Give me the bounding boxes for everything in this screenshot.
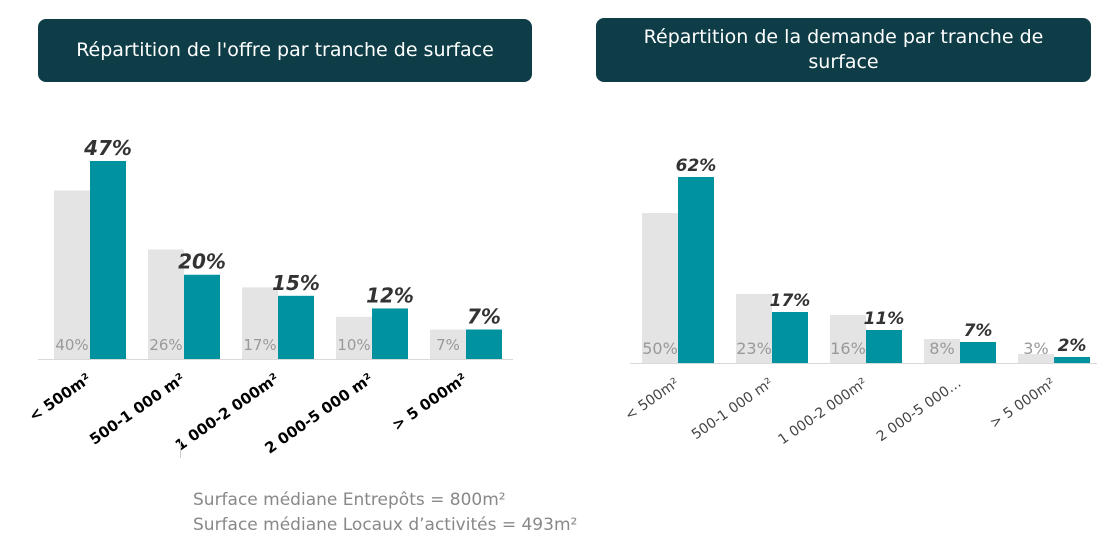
offer-current-value-label: 15% [272,271,320,295]
demand-category-label: 1 000-2 000m² [776,375,871,448]
demand-prior-value-label: 16% [830,339,866,358]
demand-bar-current [1054,357,1090,363]
demand-prior-value-label: 50% [642,339,678,358]
demand-bar-current [866,330,902,363]
offer-bar-prior [148,249,184,359]
demand-category-label: 2 000-5 000… [874,375,964,445]
offer-bar-prior [430,329,466,359]
offer-prior-value-label: 26% [149,336,182,354]
offer-prior-value-label: 7% [436,336,460,354]
demand-current-value-label: 62% [676,156,717,176]
offer-current-value-label: 7% [467,305,501,329]
demand-current-value-label: 11% [864,309,905,329]
demand-bar-current [960,342,996,363]
median-warehouse-note: Surface médiane Entrepôts = 800m² [193,490,506,510]
offer-prior-value-label: 17% [243,336,276,354]
demand-prior-value-label: 3% [1023,339,1048,358]
offer-bar-current [372,308,408,359]
demand-chart-title: Répartition de la demande par tranche de… [596,18,1091,82]
offer-bar-current [90,161,126,359]
demand-category-label: < 500m² [622,375,682,424]
offer-bar-current [278,295,314,359]
demand-category-label: 500-1 000 m² [689,375,776,443]
demand-current-value-label: 2% [1058,336,1087,356]
offer-bar-current [184,274,220,359]
demand-bar-prior [830,315,866,363]
offer-bar-prior [336,316,372,359]
demand-bar-prior [642,213,678,363]
offer-bar-prior [54,190,90,359]
demand-current-value-label: 17% [770,291,811,311]
demand-bar-current [678,177,714,363]
demand-bar-current [772,312,808,363]
offer-category-label: 500-1 000 m² [86,370,188,449]
median-activity-note: Surface médiane Locaux d’activités = 493… [193,515,578,535]
offer-current-value-label: 47% [83,136,132,160]
demand-current-value-label: 7% [964,321,993,341]
offer-bar-prior [242,287,278,359]
offer-category-label: > 5 000m² [389,370,471,435]
offer-prior-value-label: 40% [55,336,88,354]
offer-category-label: < 500m² [26,370,95,426]
offer-bar-current [466,329,502,359]
offer-current-value-label: 20% [178,250,226,274]
demand-prior-value-label: 8% [929,339,954,358]
demand-category-label: > 5 000m² [987,375,1058,431]
demand-bar-prior [924,339,960,363]
demand-prior-value-label: 23% [736,339,772,358]
demand-bar-prior [736,294,772,363]
demand-bar-prior [1018,354,1054,363]
separator-line [180,440,181,458]
offer-prior-value-label: 10% [337,336,370,354]
offer-chart-title: Répartition de l'offre par tranche de su… [38,19,532,82]
offer-current-value-label: 12% [366,283,414,307]
